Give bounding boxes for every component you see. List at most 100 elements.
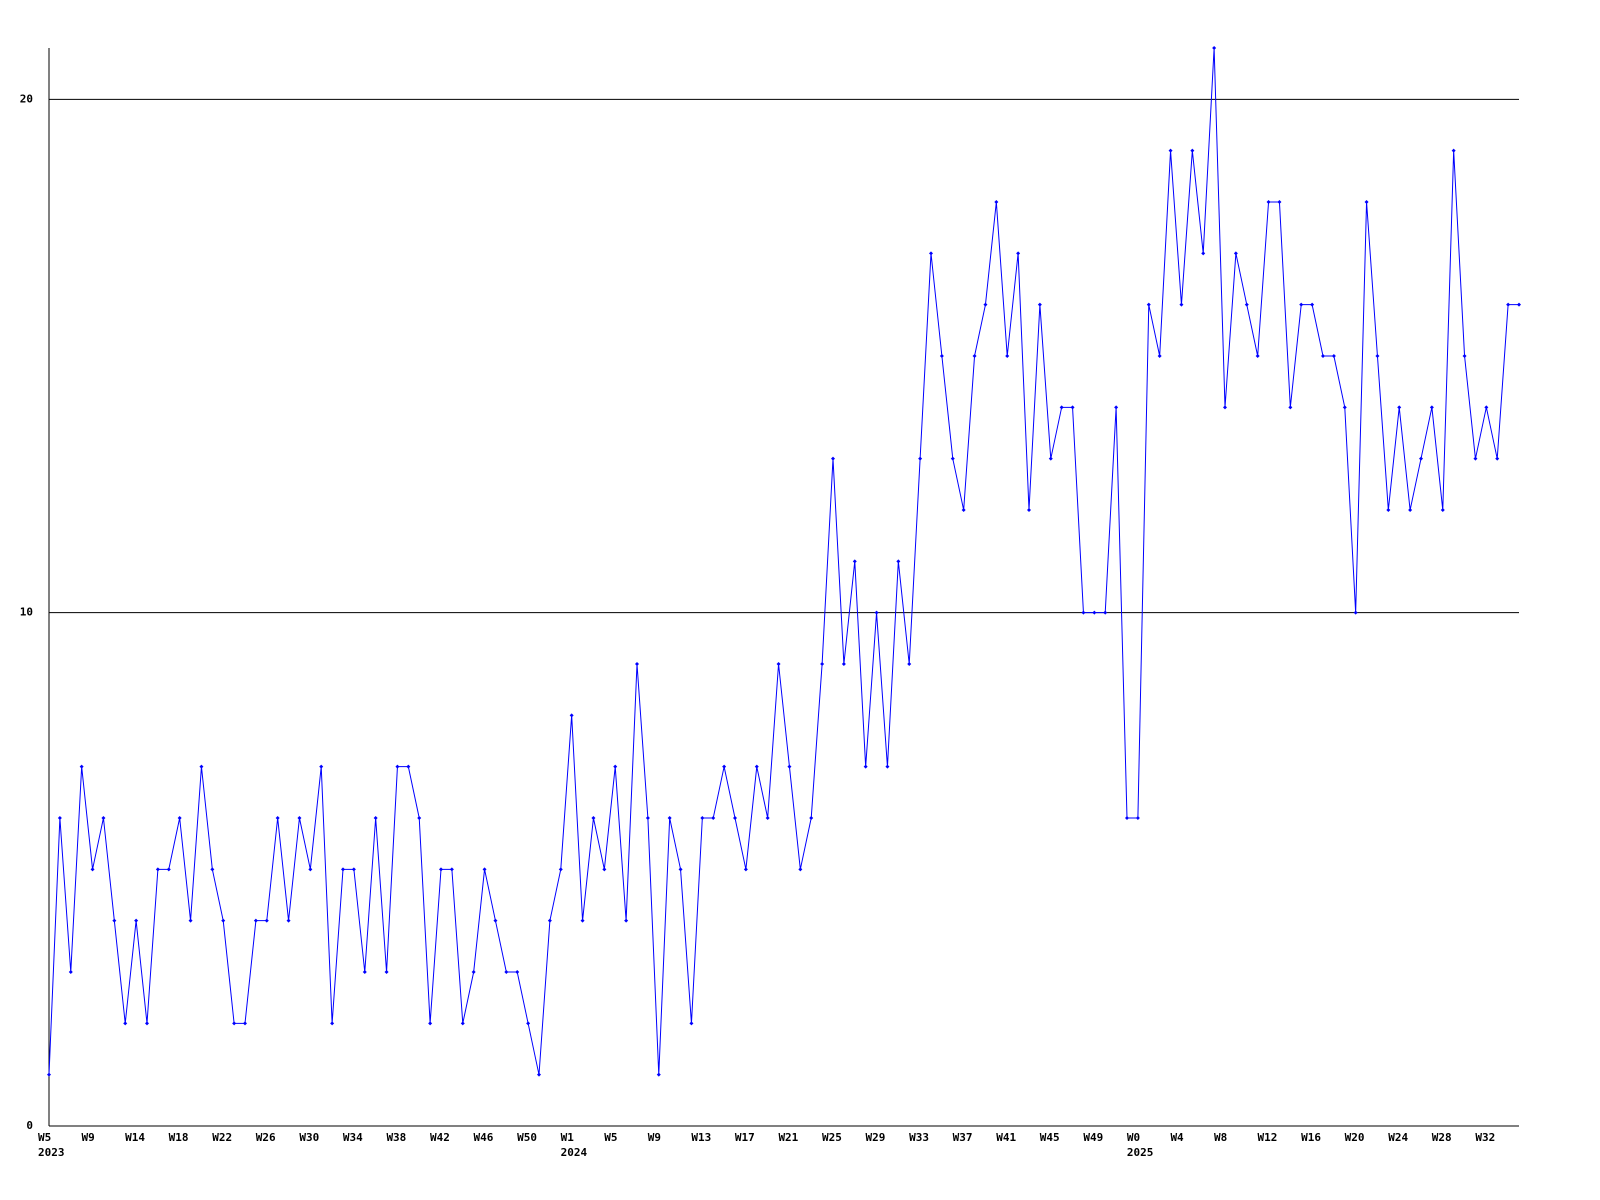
point-marker <box>1331 354 1336 358</box>
point-marker <box>199 764 204 769</box>
point-marker <box>874 610 879 615</box>
point-marker <box>754 764 759 769</box>
point-marker <box>591 816 596 820</box>
point-marker <box>1135 816 1140 820</box>
point-marker <box>68 970 73 974</box>
x-tick-label: W26 <box>256 1131 276 1144</box>
point-marker <box>1255 354 1260 358</box>
point-marker <box>787 764 792 769</box>
x-tick-label: W46 <box>474 1131 494 1144</box>
point-marker <box>907 662 912 666</box>
point-marker <box>547 918 552 923</box>
point-marker <box>950 456 955 461</box>
point-marker <box>47 1072 51 1077</box>
point-marker <box>743 867 748 872</box>
point-marker <box>526 1021 531 1026</box>
point-marker <box>820 662 825 666</box>
x-tick-label: W33 <box>909 1131 929 1144</box>
point-marker <box>711 816 716 820</box>
point-marker <box>972 354 977 358</box>
point-marker <box>428 1021 433 1026</box>
point-marker <box>1353 610 1358 615</box>
point-marker <box>297 816 302 820</box>
point-marker <box>1451 148 1456 153</box>
point-marker <box>134 918 139 923</box>
point-marker <box>1495 456 1500 461</box>
point-marker <box>319 764 324 769</box>
point-marker <box>1342 405 1347 410</box>
point-marker <box>1277 200 1282 204</box>
point-marker <box>286 918 291 923</box>
point-marker <box>1397 405 1402 410</box>
point-marker <box>1364 200 1369 204</box>
point-marker <box>656 1072 661 1077</box>
point-marker <box>1168 148 1173 153</box>
point-marker <box>558 867 563 872</box>
point-marker <box>232 1021 237 1026</box>
point-marker <box>90 867 95 872</box>
point-marker <box>1157 354 1162 358</box>
x-tick-label: W16 <box>1301 1131 1321 1144</box>
x-year-label: 2024 <box>561 1146 588 1159</box>
point-marker <box>983 302 988 307</box>
x-tick-label: W50 <box>517 1131 537 1144</box>
point-marker <box>994 200 999 204</box>
x-tick-label: W34 <box>343 1131 363 1144</box>
point-marker <box>1103 610 1108 615</box>
x-tick-label: W0 <box>1127 1131 1140 1144</box>
point-marker <box>1419 456 1423 461</box>
point-marker <box>210 867 215 872</box>
point-marker <box>1244 302 1249 307</box>
x-tick-label: W38 <box>386 1131 406 1144</box>
point-marker <box>188 918 193 923</box>
point-marker <box>1190 148 1195 153</box>
point-marker <box>330 1021 335 1026</box>
point-marker <box>1125 816 1129 820</box>
x-tick-label: W32 <box>1475 1131 1495 1144</box>
x-tick-label: W18 <box>169 1131 189 1144</box>
point-marker <box>776 662 781 666</box>
point-marker <box>341 867 345 872</box>
point-marker <box>101 816 106 820</box>
point-marker <box>1179 302 1184 307</box>
x-tick-label: W45 <box>1040 1131 1060 1144</box>
point-marker <box>1212 46 1217 50</box>
point-marker <box>841 662 846 666</box>
x-year-label: 2023 <box>38 1146 65 1159</box>
x-tick-label: W21 <box>778 1131 798 1144</box>
point-marker <box>896 559 901 564</box>
x-tick-label: W22 <box>212 1131 232 1144</box>
x-tick-label: W37 <box>953 1131 973 1144</box>
x-tick-label: W29 <box>866 1131 886 1144</box>
x-tick-label: W12 <box>1258 1131 1278 1144</box>
point-marker <box>515 970 520 974</box>
point-marker <box>362 970 367 974</box>
point-marker <box>449 867 454 872</box>
point-marker <box>417 816 422 820</box>
point-marker <box>1462 354 1467 358</box>
x-tick-label: W14 <box>125 1131 145 1144</box>
point-marker <box>1146 302 1151 307</box>
point-marker <box>275 816 280 820</box>
point-marker <box>1223 405 1227 410</box>
point-marker <box>1321 354 1325 358</box>
point-marker <box>1233 251 1238 256</box>
point-marker <box>1201 251 1206 256</box>
x-tick-label: W17 <box>735 1131 755 1144</box>
point-marker <box>1059 405 1064 410</box>
x-tick-label: W13 <box>691 1131 711 1144</box>
point-marker <box>602 867 607 872</box>
point-marker <box>667 816 672 820</box>
point-marker <box>569 713 574 718</box>
point-marker <box>1016 251 1021 256</box>
point-marker <box>1473 456 1478 461</box>
point-marker <box>1070 405 1075 410</box>
point-marker <box>264 918 269 923</box>
point-marker <box>1386 508 1391 512</box>
point-marker <box>1266 200 1271 204</box>
point-marker <box>809 816 814 820</box>
point-marker <box>166 867 171 872</box>
point-marker <box>1005 354 1010 358</box>
point-marker <box>460 1021 465 1026</box>
